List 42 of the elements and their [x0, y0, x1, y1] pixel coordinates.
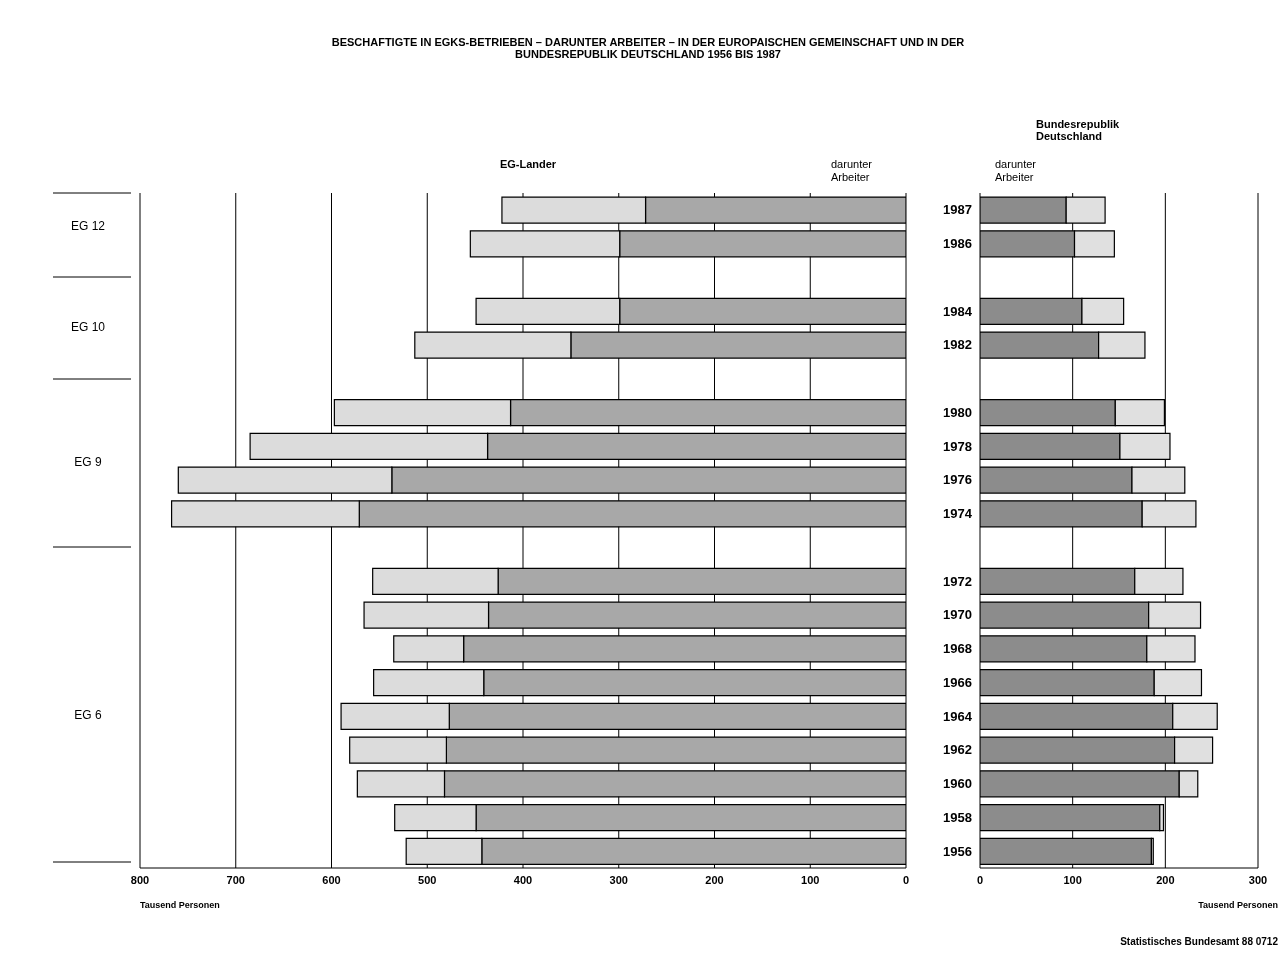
x-tick-label: 400	[513, 873, 533, 886]
text: EG 12	[70, 218, 106, 233]
y-tick-label: 1978	[943, 438, 972, 454]
y-tick-label: 1964	[943, 708, 973, 724]
x-tick-label: 300	[1248, 873, 1268, 886]
y-tick-label: 1987	[943, 202, 972, 218]
y-tick-label: 1986	[943, 236, 972, 252]
y-tick-label: 1956	[943, 843, 972, 859]
x-tick-label: 100	[1063, 873, 1082, 886]
y-tick-label: 1980	[943, 404, 972, 420]
y-tick-label: 1958	[943, 809, 972, 825]
y-tick-label: 1984	[943, 303, 973, 319]
text: EG 9	[73, 455, 103, 469]
x-tick-label: 200	[705, 873, 724, 886]
text: Statistisches Bundesamt 88 0712	[1120, 936, 1278, 947]
series-label: darunter Arbeiter	[995, 158, 1037, 184]
y-tick-label: 1982	[943, 337, 972, 353]
x-tick-label: 300	[609, 873, 628, 886]
x-tick-label: 100	[801, 873, 820, 886]
y-tick-label: 1972	[943, 573, 972, 589]
y-tick-label: 1976	[943, 472, 972, 488]
y-tick-label: 1966	[943, 674, 972, 690]
y-tick-label: 1960	[943, 776, 972, 792]
chart-title: Bundesrepublik Deutschland	[1036, 118, 1121, 142]
y-tick-label: 1974	[943, 506, 973, 522]
chart-subtitle: EG-Lander	[498, 158, 558, 170]
text: EG 6	[73, 708, 103, 723]
text: EG 10	[70, 320, 106, 334]
series-label: darunter Arbeiter	[831, 158, 873, 184]
x-tick-label: 0	[902, 873, 910, 886]
x-tick-label: 700	[226, 873, 245, 886]
y-tick-label: 1968	[943, 641, 972, 657]
x-tick-label: 600	[322, 873, 341, 886]
x-tick-label: 200	[1156, 873, 1175, 886]
y-tick-label: 1970	[943, 607, 972, 623]
x-tick-label: 500	[418, 873, 437, 886]
chart-title: BESCHAFTIGTE IN EGKS-BETRIEBEN – DARUNTER ARBEITER – IN DER EUROPAISCHEN GEMEINSCHAFT UND IN DER BUNDESREPUBLIK DEUTSCHLAND 1956 BIS 1987	[330, 36, 966, 60]
x-tick-label: 0	[976, 873, 984, 886]
x-tick-label: 800	[130, 873, 150, 886]
x-axis-title: Tausend Personen	[140, 900, 220, 910]
x-axis-title: Tausend Personen	[1198, 900, 1278, 910]
y-tick-label: 1962	[943, 742, 972, 758]
